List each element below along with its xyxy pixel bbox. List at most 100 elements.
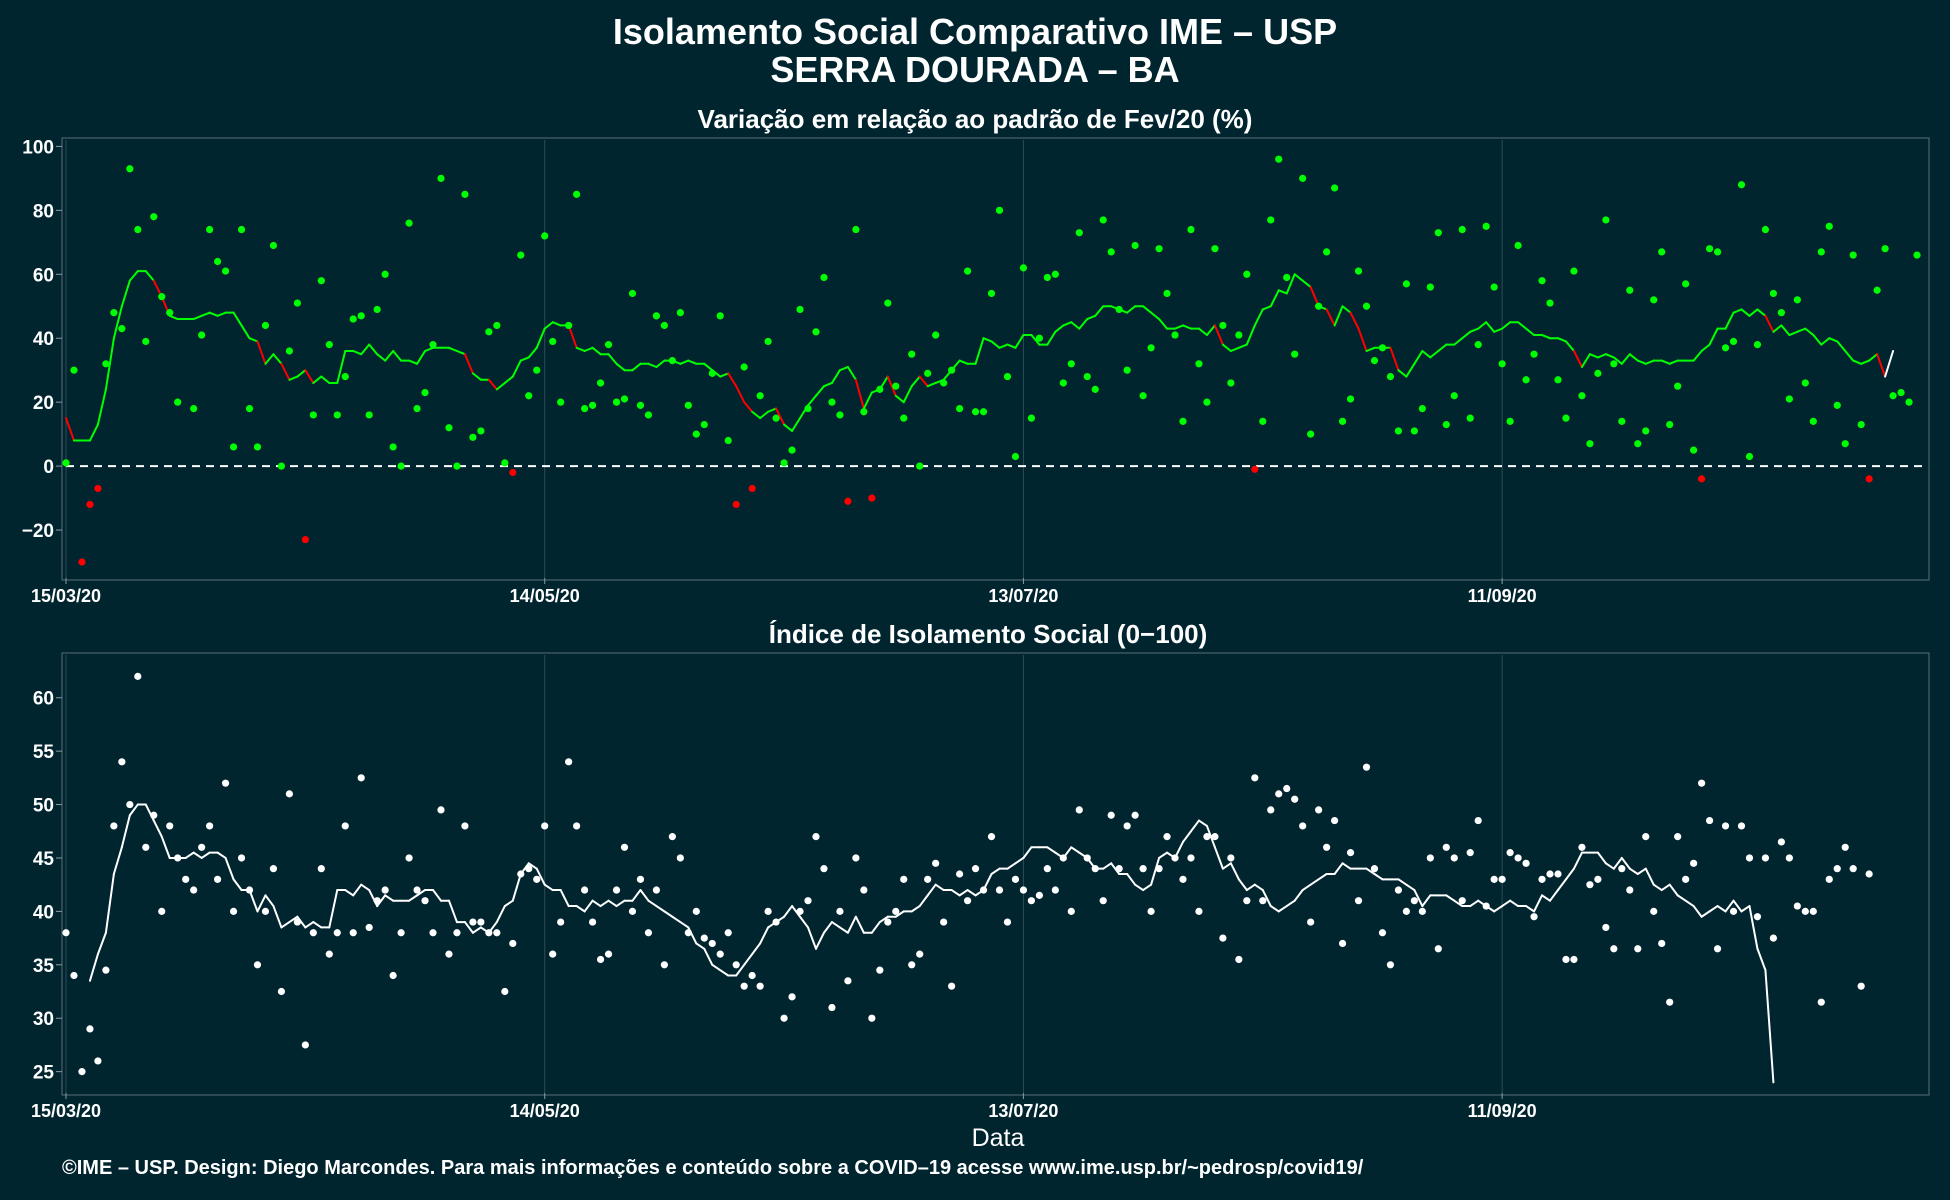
panel1-y-axis: 100 80 60 40 20 0 −20 — [22, 137, 62, 542]
moving-average-segment — [671, 915, 682, 924]
data-point — [1809, 907, 1817, 915]
data-point — [724, 929, 732, 937]
data-point — [1235, 331, 1243, 339]
data-point — [453, 929, 461, 937]
moving-average-segment — [104, 337, 115, 391]
data-point — [804, 404, 812, 413]
data-point — [971, 865, 980, 873]
moving-average-segment — [1277, 289, 1288, 295]
data-point — [1562, 955, 1570, 964]
moving-average-segment — [910, 375, 921, 388]
data-point — [150, 811, 158, 819]
moving-average-segment — [1197, 819, 1208, 827]
moving-average-segment — [575, 346, 586, 353]
moving-average-segment — [830, 921, 841, 929]
data-point — [62, 459, 70, 467]
data-point — [684, 929, 692, 937]
data-point — [182, 875, 190, 883]
data-point — [1530, 350, 1538, 358]
data-point — [1330, 816, 1339, 825]
moving-average-segment — [1014, 334, 1025, 349]
moving-average-segment — [1692, 905, 1703, 918]
moving-average-segment — [1564, 867, 1575, 881]
data-point — [453, 462, 461, 470]
moving-average-segment — [256, 340, 267, 365]
moving-average-segment — [1501, 899, 1512, 908]
moving-average-segment — [120, 814, 131, 849]
moving-average-segment — [1556, 337, 1567, 343]
data-point — [174, 398, 182, 406]
data-point — [1315, 806, 1323, 814]
data-point — [748, 971, 756, 980]
data-point — [1586, 440, 1594, 448]
panel2-points — [62, 672, 1873, 1076]
data-point — [1067, 360, 1075, 368]
data-point — [86, 500, 94, 509]
data-point — [397, 929, 405, 937]
data-point — [1115, 305, 1123, 314]
moving-average-segment — [950, 889, 961, 897]
data-point — [1753, 913, 1762, 921]
moving-average-segment — [1205, 324, 1216, 337]
data-point — [708, 369, 716, 377]
moving-average-segment — [1365, 867, 1376, 875]
moving-average-segment — [1612, 856, 1623, 870]
data-point — [110, 822, 118, 830]
data-point — [1394, 427, 1403, 435]
moving-average-segment — [679, 921, 690, 929]
data-point — [1514, 241, 1522, 250]
moving-average-segment — [886, 375, 897, 397]
data-point — [836, 907, 844, 915]
moving-average-segment — [1525, 327, 1536, 337]
moving-average-segment — [447, 899, 458, 924]
data-point — [1450, 392, 1458, 400]
chart-title-line2: SERRA DOURADA – BA — [770, 49, 1180, 90]
x-tick-label: 13/07/20 — [988, 586, 1058, 606]
moving-average-segment — [1788, 330, 1799, 337]
moving-average-segment — [1046, 846, 1057, 854]
moving-average-segment — [264, 353, 275, 365]
data-point — [756, 392, 764, 400]
data-point — [940, 918, 948, 926]
data-point — [1666, 420, 1674, 429]
data-point — [1259, 897, 1267, 905]
moving-average-segment — [1724, 311, 1735, 330]
moving-average-segment — [160, 835, 171, 859]
data-point — [955, 404, 964, 413]
moving-average-segment — [982, 337, 993, 343]
data-point — [557, 918, 565, 926]
moving-average-segment — [647, 362, 658, 368]
data-point — [700, 934, 708, 942]
moving-average-segment — [1070, 846, 1081, 854]
data-point — [429, 929, 437, 937]
moving-average-segment — [288, 375, 299, 381]
data-point — [995, 206, 1004, 214]
data-point — [1769, 289, 1778, 298]
data-point — [269, 865, 278, 873]
data-point — [277, 462, 286, 470]
moving-average-segment — [767, 407, 778, 413]
data-point — [692, 907, 700, 915]
data-point — [828, 398, 836, 406]
moving-average-segment — [1660, 359, 1671, 365]
moving-average-segment — [870, 921, 881, 934]
moving-average-segment — [1437, 343, 1448, 353]
data-point — [1307, 430, 1315, 438]
data-point — [102, 966, 110, 974]
data-point — [1195, 907, 1203, 915]
data-point — [1171, 854, 1179, 862]
data-point — [1554, 870, 1562, 878]
data-point — [1674, 833, 1682, 841]
moving-average-segment — [1046, 330, 1057, 346]
data-point — [1729, 907, 1738, 915]
data-point — [437, 806, 445, 814]
moving-average-segment — [1181, 830, 1192, 843]
data-point — [1474, 816, 1482, 825]
data-point — [493, 929, 501, 937]
moving-average-segment — [304, 369, 315, 384]
data-point — [1498, 360, 1506, 368]
data-point — [229, 907, 238, 915]
moving-average-segment — [719, 969, 730, 977]
data-point — [979, 886, 988, 894]
data-point — [987, 833, 996, 841]
